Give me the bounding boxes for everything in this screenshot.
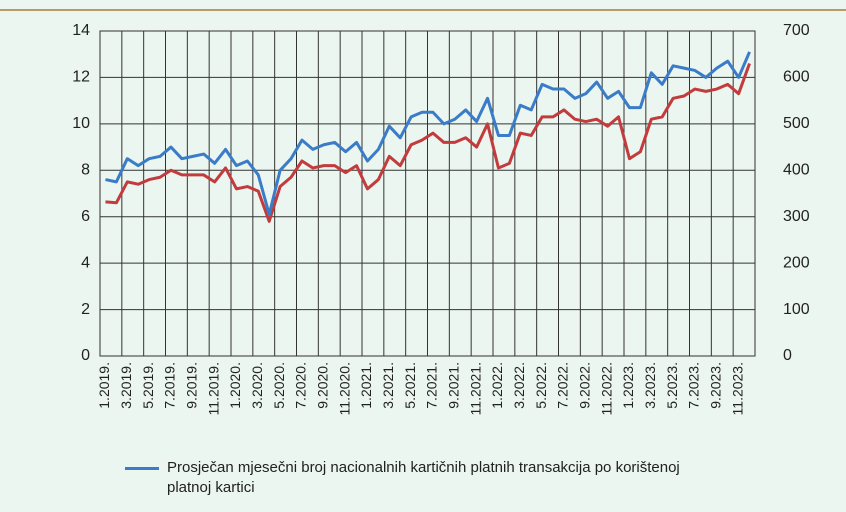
x-tick-label: 9.2022.	[576, 362, 592, 409]
x-tick-label: 11.2019.	[205, 362, 221, 415]
x-tick-label: 9.2020.	[314, 362, 330, 409]
y-tick-label: 4	[81, 254, 90, 271]
y2-tick-label: 600	[783, 69, 810, 86]
y2-tick-label: 200	[783, 254, 810, 271]
y2-tick-label: 300	[783, 208, 810, 225]
x-tick-label: 9.2019.	[183, 362, 199, 409]
legend-swatch	[125, 467, 159, 470]
x-tick-label: 7.2022.	[555, 362, 571, 409]
x-tick-label: 5.2021.	[402, 362, 418, 409]
x-tick-label: 5.2022.	[533, 362, 549, 409]
y2-tick-label: 100	[783, 301, 810, 318]
x-tick-label: 11.2021.	[467, 362, 483, 415]
x-tick-label: 1.2022.	[489, 362, 505, 409]
legend-label: Prosječan mjesečni broj nacionalnih kart…	[167, 459, 680, 496]
y-tick-label: 6	[81, 208, 90, 225]
y-tick-label: 14	[72, 22, 90, 39]
y2-tick-label: 0	[783, 347, 792, 364]
x-tick-label: 3.2021.	[380, 362, 396, 409]
y-tick-label: 8	[81, 162, 90, 179]
x-tick-label: 5.2023.	[664, 362, 680, 409]
x-tick-label: 1.2021.	[358, 362, 374, 409]
x-tick-label: 11.2020.	[336, 362, 352, 415]
x-tick-label: 3.2019.	[118, 362, 134, 409]
y2-tick-label: 400	[783, 162, 810, 179]
series-line	[105, 51, 751, 216]
y-tick-label: 0	[81, 347, 90, 364]
x-tick-label: 3.2023.	[642, 362, 658, 409]
x-tick-label: 7.2021.	[424, 362, 440, 409]
x-tick-label: 7.2023.	[686, 362, 702, 409]
y2-tick-label: 700	[783, 22, 810, 39]
y-tick-label: 2	[81, 301, 90, 318]
x-tick-label: 9.2021.	[445, 362, 461, 409]
x-tick-label: 5.2019.	[140, 362, 156, 409]
y2-tick-label: 500	[783, 115, 810, 132]
x-tick-label: 7.2020.	[293, 362, 309, 409]
x-tick-label: 9.2023.	[707, 362, 723, 409]
x-tick-label: 1.2020.	[227, 362, 243, 409]
x-tick-label: 11.2023.	[729, 362, 745, 415]
y-tick-label: 10	[72, 115, 90, 132]
x-tick-label: 11.2022.	[598, 362, 614, 415]
x-tick-label: 3.2022.	[511, 362, 527, 409]
x-tick-label: 5.2020.	[271, 362, 287, 409]
x-tick-label: 1.2023.	[620, 362, 636, 409]
y-tick-label: 12	[72, 69, 90, 86]
x-tick-label: 7.2019.	[162, 362, 178, 409]
legend: Prosječan mjesečni broj nacionalnih kart…	[125, 458, 707, 498]
series-line	[105, 62, 751, 223]
plot-frame	[99, 30, 756, 357]
x-tick-label: 1.2019.	[96, 362, 112, 409]
x-tick-label: 3.2020.	[249, 362, 265, 409]
